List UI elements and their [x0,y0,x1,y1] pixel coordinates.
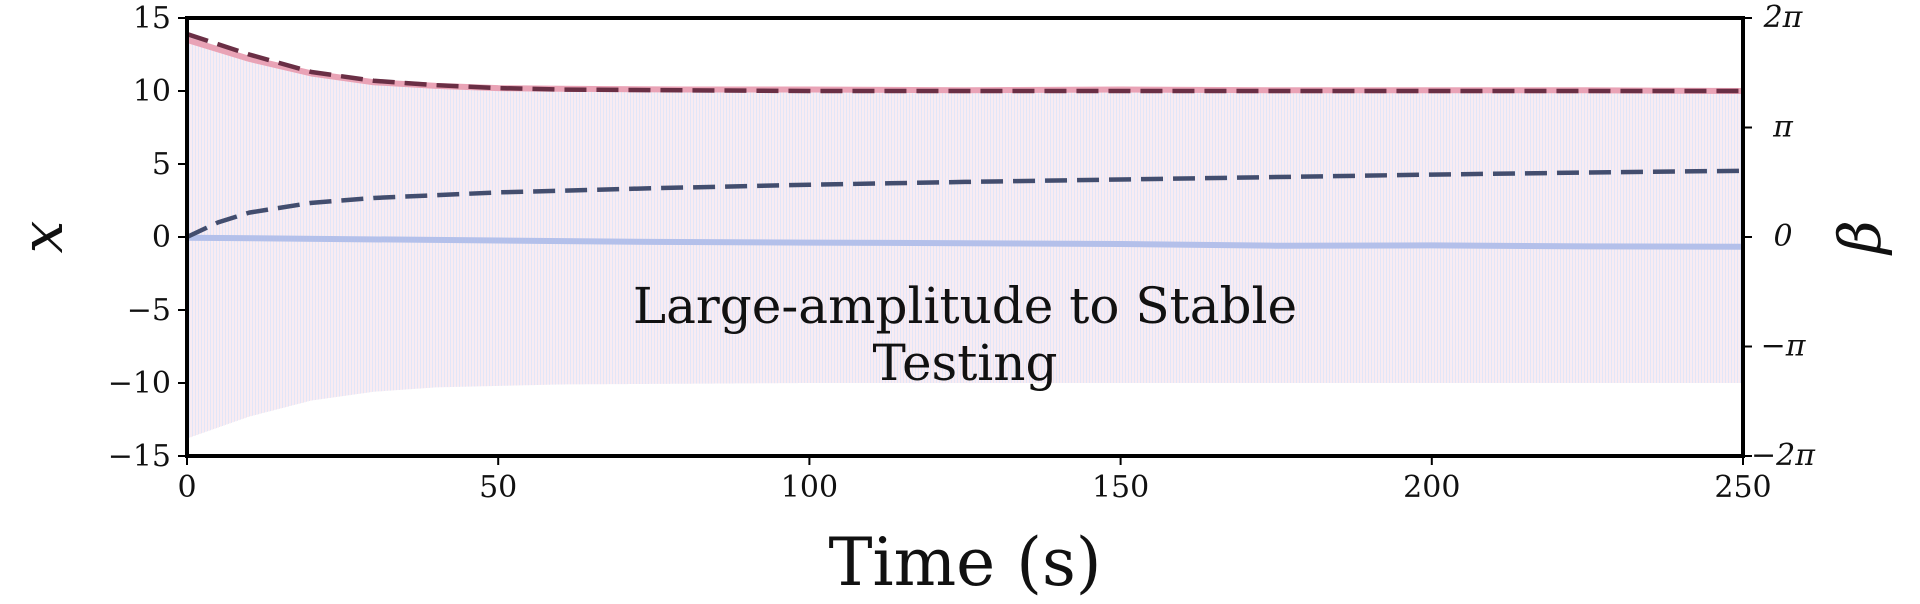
x-tick-label: 200 [1403,470,1460,505]
x-tick-label: 0 [177,470,196,505]
x-tick-label: 50 [479,470,517,505]
right-y-tick-label: −2π [1751,438,1816,473]
tick-layer: 0 50 100 150 200 250 −15 −10 −5 0 5 10 15 −2π −π 0 π 2π [108,0,1817,505]
x-tick-label: 150 [1092,470,1149,505]
right-y-tick-label: −π [1761,329,1807,364]
right-y-tick-label: 0 [1773,219,1792,254]
annotation-line: Testing [872,334,1057,392]
series-line-2 [186,31,1743,94]
series-line-4 [186,168,1744,240]
right-y-axis-title: β [1826,220,1894,256]
right-y-tick-label: π [1772,110,1794,145]
x-tick-label: 250 [1714,470,1771,505]
left-y-axis-title: x [8,221,76,254]
annotation-line: Large-amplitude to Stable [633,277,1297,335]
left-y-tick-label: −5 [127,293,171,328]
left-y-tick-label: 10 [133,74,171,109]
x-axis-title: Time (s) [828,524,1101,601]
left-y-tick-label: −15 [108,439,171,474]
series-layer [186,31,1744,250]
left-y-tick-label: 0 [152,220,171,255]
right-y-tick-label: 2π [1763,0,1804,35]
left-y-tick-label: 15 [133,1,171,36]
x-tick-label: 100 [781,470,838,505]
series-line-3 [186,234,1744,250]
left-y-tick-label: −10 [108,366,171,401]
left-y-tick-label: 5 [152,147,171,182]
